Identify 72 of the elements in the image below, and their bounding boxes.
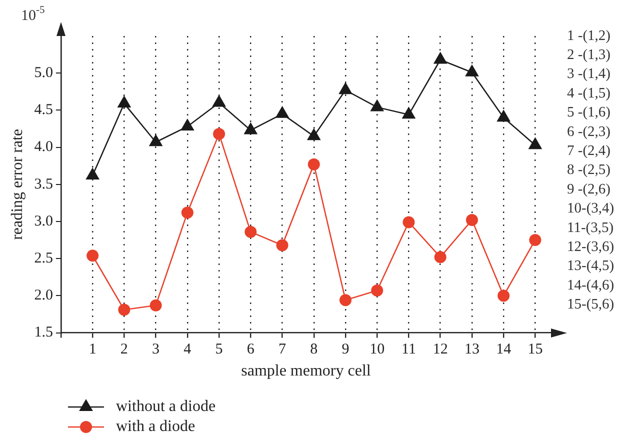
point [370, 99, 384, 112]
text: 10-(3,4) [567, 200, 614, 217]
point [86, 167, 100, 180]
x-tick-label: 2 [120, 342, 128, 358]
x-tick-label: 12 [432, 342, 448, 358]
y-tick-label: 3.5 [34, 176, 53, 192]
legend-label: with a diode [116, 418, 196, 436]
y-tick-label: 4.5 [34, 102, 53, 118]
point [276, 239, 288, 252]
point [308, 158, 320, 170]
point [244, 226, 257, 238]
y-tick-label: 1.5 [34, 324, 53, 341]
text: 5 -(1,6) [567, 104, 611, 121]
point [181, 206, 194, 219]
text: 6 -(2,3) [567, 124, 611, 140]
x-tick-label: 8 [310, 342, 318, 358]
point [148, 134, 163, 146]
point [117, 96, 132, 108]
x-tick-label: 5 [215, 342, 223, 358]
point [118, 304, 130, 316]
point [498, 290, 510, 302]
text: 3 -(1,4) [567, 66, 611, 82]
point [371, 284, 384, 297]
point [86, 250, 99, 262]
text: 13-(4,5) [567, 258, 614, 274]
x-axis-title: sample memory cell [241, 362, 372, 380]
text: 11-(3,5) [567, 220, 614, 236]
legend-label: without a diode [116, 398, 216, 416]
x-tick-label: 13 [464, 342, 480, 358]
text: 7 -(2,4) [567, 143, 611, 160]
text: 9 -(2,6) [567, 181, 611, 198]
x-tick-label: 15 [528, 342, 543, 358]
text: 8 -(2,5) [567, 162, 611, 178]
point [496, 110, 511, 122]
point [402, 106, 416, 119]
x-tick-label: 1 [88, 342, 96, 358]
point [529, 234, 542, 246]
x-tick-label: 10 [370, 342, 385, 358]
text: 14-(4,6) [567, 277, 614, 294]
text: 2 -(1,3) [567, 47, 611, 64]
y-tick-label: 2.0 [34, 288, 53, 304]
point [339, 294, 352, 306]
point [275, 106, 290, 118]
text: 15-(5,6) [567, 296, 614, 313]
point [212, 94, 226, 107]
x-tick-label: 14 [496, 342, 512, 358]
x-tick-label: 4 [184, 342, 192, 358]
y-tick-label: 4.0 [34, 139, 53, 156]
point [306, 128, 321, 140]
text: 12-(3,6) [567, 239, 614, 256]
x-tick-label: 11 [402, 342, 416, 358]
point [465, 64, 479, 76]
x-tick-label: 9 [342, 342, 350, 358]
y-axis-title: reading error rate [8, 128, 26, 240]
point [528, 137, 542, 150]
y-tick-label: 2.5 [34, 250, 53, 267]
text: 1 -(1,2) [567, 28, 611, 44]
point [466, 214, 478, 226]
point [434, 251, 446, 264]
x-tick-label: 6 [246, 342, 255, 358]
point [180, 118, 194, 131]
point [338, 82, 352, 94]
text: 4 -(1,5) [567, 85, 611, 102]
point [213, 128, 226, 140]
y-tick-label: 5.0 [34, 65, 53, 82]
x-tick-label: 3 [152, 342, 160, 358]
point [433, 52, 448, 64]
point [244, 122, 258, 134]
point [402, 216, 415, 228]
x-tick-label: 7 [278, 342, 287, 358]
point [150, 299, 162, 312]
y-tick-label: 3.0 [34, 213, 53, 230]
